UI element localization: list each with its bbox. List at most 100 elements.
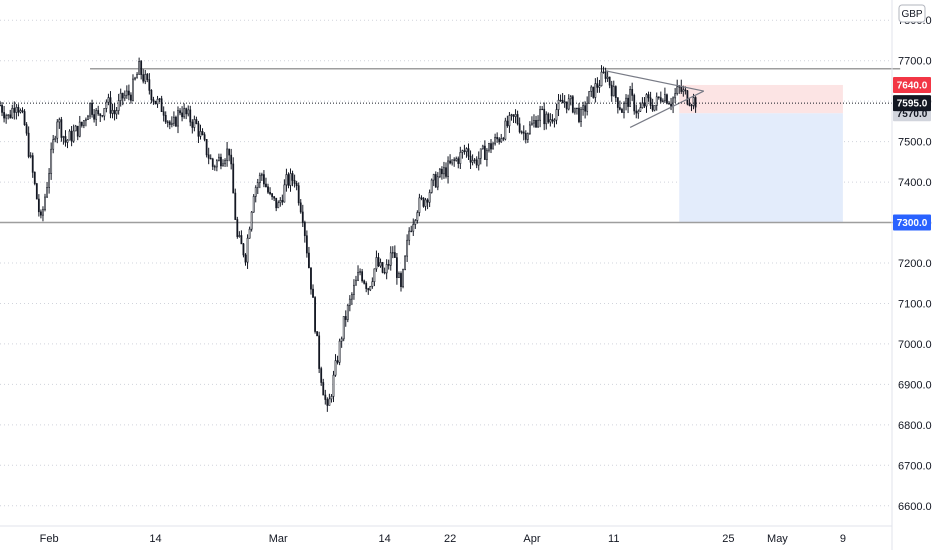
- candle-body: [494, 136, 497, 145]
- candle-body: [295, 183, 298, 186]
- candle-body: [547, 113, 550, 123]
- candle-body: [258, 174, 261, 184]
- price-tag: 7640.0: [893, 76, 931, 93]
- candle-body: [332, 374, 335, 397]
- candle-body: [459, 152, 462, 164]
- candle-body: [492, 143, 494, 150]
- candle-body: [414, 220, 417, 225]
- candle-body: [181, 112, 183, 118]
- candle-body: [195, 119, 198, 124]
- candle-body: [375, 257, 378, 270]
- candle-body: [649, 97, 652, 106]
- candle-body: [78, 121, 81, 137]
- candle-body: [117, 100, 120, 111]
- candle-body: [299, 202, 302, 213]
- candle-body: [265, 183, 267, 188]
- candle-body: [395, 257, 398, 278]
- long-position-tool[interactable]: [679, 84, 843, 223]
- candle-body: [240, 235, 243, 245]
- candle-body: [72, 130, 75, 142]
- candle-body: [608, 76, 611, 86]
- candle-body: [432, 174, 435, 181]
- candle-body: [312, 288, 314, 298]
- candle-body: [166, 121, 169, 123]
- candle-body: [430, 179, 433, 193]
- candle-body: [74, 125, 77, 132]
- candle-body: [152, 99, 155, 102]
- candle-body: [105, 101, 108, 109]
- candle-body: [479, 148, 482, 159]
- candle-body: [551, 119, 554, 122]
- candle-body: [363, 280, 366, 284]
- candle-body: [512, 114, 515, 117]
- candle-body: [60, 119, 63, 138]
- candle-body: [238, 235, 241, 237]
- stop-loss-zone[interactable]: [679, 84, 843, 114]
- candle-body: [504, 120, 507, 140]
- candle-body: [68, 130, 71, 141]
- candle-body: [234, 192, 237, 220]
- candle-body: [322, 382, 325, 396]
- candle-body: [416, 212, 419, 221]
- candle-body: [19, 110, 22, 113]
- time-axis[interactable]: Feb 14 Mar 14 22 Apr 11 25 May 9: [40, 533, 846, 545]
- candle-body: [175, 116, 177, 127]
- take-profit-zone[interactable]: [679, 113, 843, 223]
- candle-body: [477, 157, 480, 166]
- candle-body: [66, 139, 69, 143]
- candle-body: [655, 96, 658, 106]
- candle-body: [297, 185, 300, 204]
- candle-body: [267, 186, 269, 193]
- x-tick-label: Feb: [40, 533, 59, 545]
- candle-body: [367, 288, 370, 291]
- candle-body: [635, 110, 638, 114]
- candle-body: [125, 90, 128, 96]
- candle-body: [582, 105, 584, 110]
- candle-body: [393, 252, 396, 258]
- horizontal-lines[interactable]: [0, 68, 901, 224]
- candle-body: [9, 114, 12, 118]
- pennant-upper-line[interactable]: [605, 70, 704, 92]
- candle-body: [596, 83, 599, 88]
- price-tag-label: 7595.0: [897, 99, 928, 110]
- candle-body: [252, 196, 255, 213]
- candle-body: [537, 119, 539, 128]
- candle-body: [326, 399, 329, 406]
- candle-body: [168, 121, 171, 125]
- y-tick-label: 7500.0: [898, 137, 932, 149]
- pennant-lower-line[interactable]: [629, 90, 705, 128]
- candle-body: [612, 86, 615, 97]
- candle-body: [688, 103, 691, 106]
- candle-body: [228, 148, 231, 156]
- candle-body: [154, 100, 157, 105]
- candle-body: [428, 192, 431, 203]
- candle-body: [486, 149, 488, 160]
- candle-body: [420, 197, 423, 199]
- candle-body: [471, 160, 474, 163]
- candle-body: [457, 158, 460, 164]
- candle-body: [565, 101, 568, 110]
- candle-body: [406, 239, 409, 257]
- candle-body: [661, 100, 664, 102]
- candle-body: [179, 110, 181, 114]
- candle-body: [35, 183, 38, 200]
- candle-body: [686, 90, 689, 105]
- candle-body: [132, 78, 134, 101]
- candle-body: [308, 252, 310, 269]
- candle-body: [130, 94, 132, 101]
- pennant-pattern[interactable]: [605, 70, 705, 128]
- currency-badge[interactable]: GBP: [898, 4, 926, 23]
- y-tick-label: 6900.0: [898, 379, 932, 391]
- candle-body: [222, 163, 224, 167]
- candle-body: [528, 124, 531, 134]
- candle-body: [500, 138, 503, 143]
- candle-body: [91, 102, 93, 115]
- candle-body: [236, 219, 239, 237]
- candle-body: [29, 155, 32, 157]
- price-tag-label: 7570.0: [897, 109, 928, 120]
- candle-body: [348, 298, 351, 306]
- candle-body: [254, 187, 257, 197]
- candle-body: [453, 159, 456, 161]
- candle-body: [342, 316, 345, 340]
